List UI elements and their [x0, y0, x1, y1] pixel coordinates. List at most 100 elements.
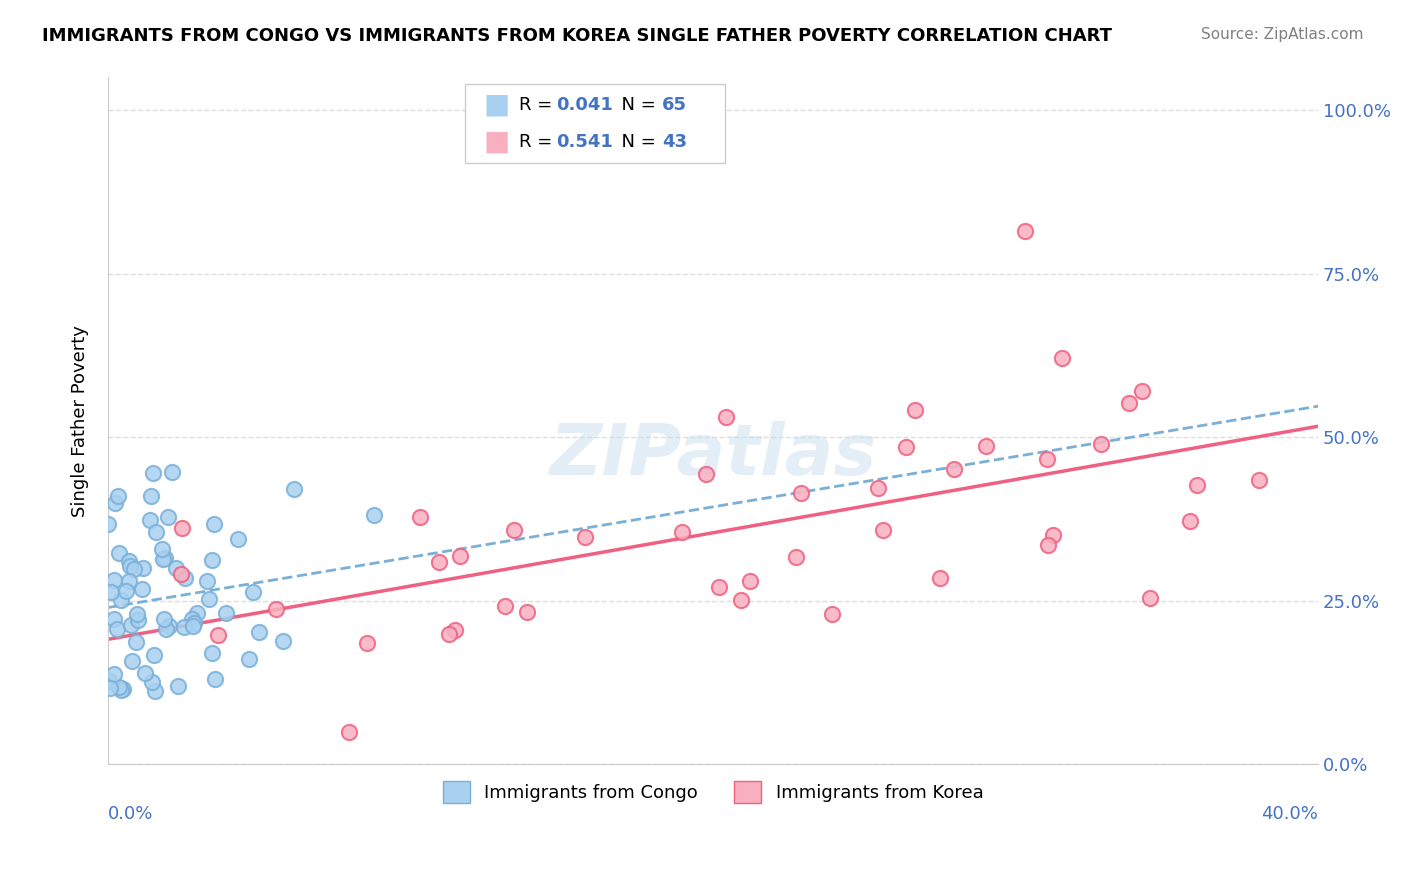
Legend: Immigrants from Congo, Immigrants from Korea: Immigrants from Congo, Immigrants from K… — [436, 773, 991, 810]
FancyBboxPatch shape — [465, 85, 725, 163]
Point — [141, 489, 163, 503]
Point — [516, 605, 538, 619]
Point — [122, 562, 145, 576]
Point — [141, 675, 163, 690]
Point — [127, 613, 149, 627]
Point — [118, 558, 141, 573]
Point — [155, 550, 177, 565]
Point — [198, 591, 221, 606]
Point — [103, 612, 125, 626]
Point — [186, 606, 208, 620]
Point — [1042, 528, 1064, 542]
Point — [98, 673, 121, 688]
Point — [97, 517, 120, 532]
Text: R =: R = — [519, 96, 558, 114]
Point — [1187, 478, 1209, 492]
Point — [1118, 396, 1140, 410]
Point — [730, 592, 752, 607]
Point — [114, 583, 136, 598]
Text: R =: R = — [519, 133, 558, 151]
Point — [165, 561, 187, 575]
Point — [574, 530, 596, 544]
Point — [170, 521, 193, 535]
Point — [139, 513, 162, 527]
Point — [928, 571, 950, 585]
Point — [247, 625, 270, 640]
Point — [943, 462, 966, 476]
Point — [180, 612, 202, 626]
Point — [1090, 437, 1112, 451]
Point — [112, 681, 135, 696]
Text: ZIPatlas: ZIPatlas — [550, 421, 877, 490]
Point — [157, 619, 180, 633]
Point — [143, 648, 166, 662]
Point — [337, 725, 360, 739]
Point — [714, 410, 737, 425]
Point — [1178, 514, 1201, 528]
Point — [671, 525, 693, 540]
Point — [150, 541, 173, 556]
Point — [449, 549, 471, 563]
Point — [142, 466, 165, 480]
Point — [1036, 452, 1059, 467]
Point — [125, 635, 148, 649]
Point — [238, 652, 260, 666]
Point — [121, 654, 143, 668]
Text: 0.0%: 0.0% — [108, 805, 153, 823]
Point — [110, 593, 132, 607]
Point — [145, 525, 167, 540]
Point — [866, 481, 889, 495]
Point — [100, 585, 122, 599]
Point — [226, 532, 249, 546]
Point — [356, 636, 378, 650]
Point — [152, 612, 174, 626]
Point — [1014, 224, 1036, 238]
Point — [105, 622, 128, 636]
Point — [120, 618, 142, 632]
Point — [821, 607, 844, 621]
Point — [1139, 591, 1161, 605]
Point — [444, 623, 467, 637]
Point — [152, 552, 174, 566]
Point — [427, 555, 450, 569]
Point — [107, 489, 129, 503]
Point — [1247, 473, 1270, 487]
Point — [207, 628, 229, 642]
Point — [134, 665, 156, 680]
Point — [160, 465, 183, 479]
Point — [974, 439, 997, 453]
Point — [103, 666, 125, 681]
Point — [108, 546, 131, 560]
Point — [173, 619, 195, 633]
Point — [201, 646, 224, 660]
Point — [100, 681, 122, 695]
Point — [200, 553, 222, 567]
Point — [110, 682, 132, 697]
Point — [108, 680, 131, 694]
Text: 0.041: 0.041 — [555, 96, 613, 114]
Point — [872, 523, 894, 537]
Text: N =: N = — [610, 96, 662, 114]
Point — [118, 574, 141, 588]
Y-axis label: Single Father Poverty: Single Father Poverty — [72, 325, 89, 516]
Point — [283, 482, 305, 496]
Point — [363, 508, 385, 522]
Point — [103, 573, 125, 587]
Point — [242, 584, 264, 599]
Text: Source: ZipAtlas.com: Source: ZipAtlas.com — [1201, 27, 1364, 42]
Point — [202, 516, 225, 531]
Point — [738, 574, 761, 588]
Point — [131, 582, 153, 596]
Point — [494, 599, 516, 613]
Point — [169, 566, 191, 581]
Point — [181, 619, 204, 633]
Point — [118, 554, 141, 568]
Point — [709, 580, 731, 594]
Point — [214, 607, 236, 621]
Point — [183, 615, 205, 630]
Point — [127, 607, 149, 621]
Text: 65: 65 — [662, 96, 688, 114]
Text: 40.0%: 40.0% — [1261, 805, 1319, 823]
Point — [409, 510, 432, 524]
Point — [174, 571, 197, 585]
